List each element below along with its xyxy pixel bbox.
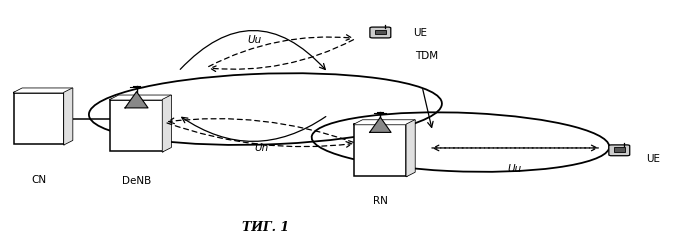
Bar: [14, 93, 64, 144]
Text: Uu: Uu: [507, 164, 522, 174]
Polygon shape: [406, 120, 415, 176]
Bar: [375, 30, 385, 34]
Text: Un: Un: [255, 143, 269, 153]
Polygon shape: [64, 88, 73, 144]
FancyBboxPatch shape: [370, 27, 391, 38]
Text: Uu: Uu: [248, 35, 262, 45]
Polygon shape: [125, 92, 148, 108]
Polygon shape: [354, 120, 415, 124]
Text: CN: CN: [31, 175, 47, 185]
Polygon shape: [110, 96, 171, 100]
FancyBboxPatch shape: [609, 145, 630, 156]
Polygon shape: [163, 96, 171, 151]
Text: UE: UE: [413, 27, 427, 37]
Text: TDM: TDM: [415, 51, 438, 61]
Bar: [354, 124, 406, 176]
Text: RN: RN: [373, 196, 388, 206]
Bar: [614, 147, 625, 152]
Text: DeNB: DeNB: [122, 176, 151, 186]
Bar: [110, 100, 163, 151]
Polygon shape: [370, 117, 391, 132]
Text: UE: UE: [646, 154, 660, 164]
Text: ΤИГ. 1: ΤИГ. 1: [242, 221, 289, 234]
Polygon shape: [14, 88, 73, 93]
